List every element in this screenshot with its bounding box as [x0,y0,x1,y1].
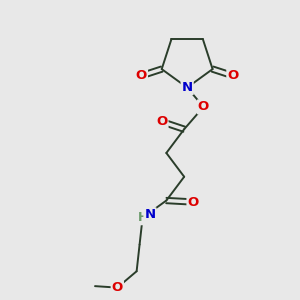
Text: N: N [182,81,193,94]
Text: O: O [156,115,167,128]
Text: O: O [136,69,147,82]
Text: O: O [112,281,123,294]
Text: O: O [198,100,209,113]
Text: H: H [137,211,148,224]
Text: O: O [227,69,239,82]
Text: N: N [144,208,156,221]
Text: O: O [188,196,199,208]
